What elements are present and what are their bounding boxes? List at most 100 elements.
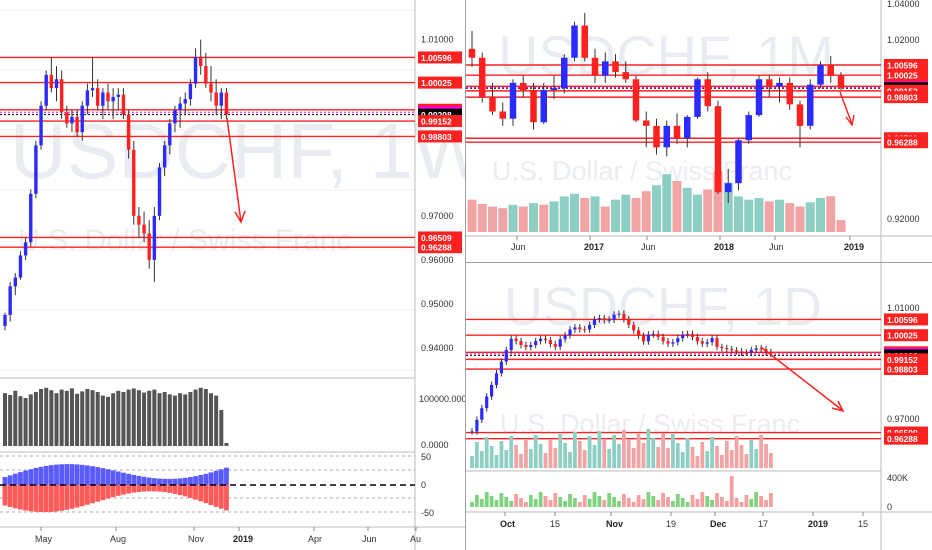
weekly-volume-bar [13, 390, 18, 446]
weekly-volume-tick: 0.0000 [421, 440, 449, 450]
weekly-volume-bar [203, 389, 208, 446]
daily-volume-bar [577, 441, 582, 468]
weekly-osc-bar-positive [126, 473, 131, 485]
weekly-osc-bar-positive [23, 470, 28, 485]
daily-volume-bar [671, 434, 675, 468]
monthly-candle [632, 79, 640, 121]
daily-candle [509, 338, 513, 351]
daily-candle [744, 352, 748, 354]
monthly-watermark-name: U.S. Dollar / Swiss Franc [492, 156, 792, 186]
weekly-osc-bar-positive [100, 468, 106, 485]
monthly-volume-bar [580, 198, 590, 232]
weekly-level-label: 0.96509 [421, 233, 452, 243]
monthly-candle [807, 84, 814, 126]
monthly-volume-bar [754, 198, 764, 232]
monthly-candle [745, 115, 752, 141]
weekly-chart-pane[interactable]: USDCHF, 1W U.S. Dollar / Swiss Franc 1.0… [0, 0, 465, 550]
monthly-candle [581, 25, 588, 58]
daily-volume-bar [592, 445, 597, 468]
daily-candle [558, 339, 562, 347]
daily-chart[interactable]: USDCHF, 1D U.S. Dollar / Swiss Franc 1.0… [466, 263, 932, 550]
daily-time-tick: 17 [758, 519, 768, 529]
daily-volume2-bar [734, 498, 739, 507]
daily-candle [769, 351, 773, 354]
daily-candle [597, 318, 601, 320]
weekly-osc-bar-positive [2, 477, 8, 485]
weekly-volume-tick: 100000.0000 [419, 394, 465, 404]
monthly-volume-bar [570, 193, 579, 232]
daily-candle [656, 333, 660, 337]
horizontal-divider[interactable] [466, 262, 932, 263]
daily-volume2-bar [577, 502, 582, 507]
weekly-osc-bar-positive [213, 470, 219, 485]
monthly-volume-bar [805, 202, 815, 232]
weekly-osc-bar-positive [38, 466, 44, 485]
weekly-osc-bar-positive [157, 478, 162, 485]
weekly-level-badge [418, 130, 462, 143]
daily-time-tick: Oct [500, 519, 515, 529]
weekly-osc-bar-negative [48, 485, 54, 512]
monthly-watermark-symbol: USDCHF, 1M [498, 24, 834, 87]
daily-volume2-bar [548, 500, 553, 507]
weekly-osc-bar-positive [172, 478, 178, 485]
weekly-price-tick: 0.96000 [421, 255, 454, 265]
weekly-candle [96, 88, 100, 106]
daily-volume-bar [685, 438, 690, 468]
weekly-volume-bar [198, 387, 203, 446]
daily-volume2-bar [739, 502, 744, 507]
monthly-volume-bar [611, 199, 620, 232]
monthly-candle [663, 125, 670, 148]
daily-candle [710, 338, 714, 343]
daily-volume-bar [666, 448, 670, 468]
daily-candle [622, 313, 626, 320]
weekly-candle [111, 96, 115, 102]
weekly-osc-tick: 0 [421, 480, 426, 490]
monthly-candle [479, 57, 486, 98]
daily-volume-bar [739, 445, 744, 468]
daily-volume-bar [759, 435, 763, 468]
daily-candle [749, 349, 753, 353]
daily-volume2-bar [675, 494, 680, 507]
daily-volume2-bar [690, 495, 695, 507]
daily-volume2-bar [479, 499, 484, 507]
weekly-volume-bar [136, 390, 141, 446]
daily-volume2-bar [475, 495, 479, 507]
weekly-osc-bar-positive [105, 469, 111, 485]
weekly-osc-bar-negative [141, 485, 147, 492]
weekly-price-tick: 0.94000 [421, 343, 454, 353]
weekly-volume-bar [100, 395, 105, 446]
monthly-chart[interactable]: USDCHF, 1M U.S. Dollar / Swiss Franc 1.0… [466, 0, 932, 262]
daily-chart-pane[interactable]: USDCHF, 1D U.S. Dollar / Swiss Franc 1.0… [466, 263, 932, 550]
weekly-volume-bar [121, 392, 126, 446]
daily-volume-bar [582, 450, 587, 468]
weekly-time-tick: Nov [188, 534, 205, 544]
monthly-level-label: 1.00025 [887, 71, 918, 81]
weekly-osc-bar-negative [59, 485, 65, 511]
daily-volume-bar [626, 439, 631, 468]
weekly-volume-bar [95, 392, 100, 446]
daily-time-tick: 15 [550, 519, 560, 529]
weekly-osc-tick: 50 [421, 452, 431, 462]
weekly-candle [188, 83, 193, 100]
daily-volume-bar [607, 449, 612, 468]
daily-candle [607, 319, 611, 321]
weekly-chart[interactable]: USDCHF, 1W U.S. Dollar / Swiss Franc 1.0… [0, 0, 465, 550]
daily-volume-bar [661, 433, 665, 468]
weekly-osc-bar-positive [198, 475, 204, 485]
daily-candle [612, 314, 616, 320]
daily-level-badge [884, 329, 928, 342]
daily-volume-bar [553, 448, 558, 468]
monthly-chart-pane[interactable]: USDCHF, 1M U.S. Dollar / Swiss Franc 1.0… [466, 0, 932, 262]
weekly-candle [106, 92, 110, 102]
daily-volume2-bar [749, 499, 754, 507]
daily-projection-arrow [760, 346, 845, 413]
vertical-divider[interactable] [465, 0, 466, 550]
daily-time-tick: Dec [710, 519, 727, 529]
daily-volume2-bar [592, 492, 597, 507]
daily-candle [661, 336, 665, 342]
daily-candle [568, 329, 572, 336]
weekly-candle [137, 215, 141, 225]
weekly-candle [54, 79, 59, 89]
weekly-volume-bar [33, 392, 38, 446]
weekly-level-label: 0.98803 [421, 132, 452, 142]
